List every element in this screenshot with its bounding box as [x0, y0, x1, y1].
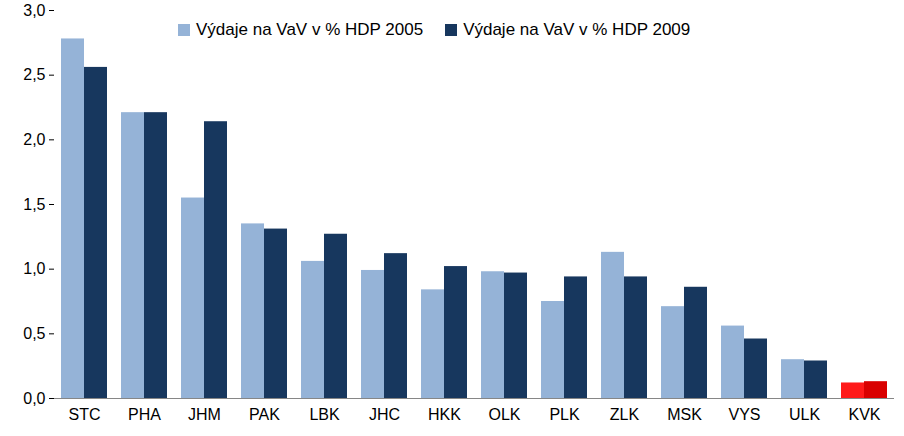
svg-text:STC: STC	[69, 406, 101, 423]
svg-text:VYS: VYS	[728, 406, 760, 423]
svg-text:ULK: ULK	[789, 406, 820, 423]
svg-text:0,5: 0,5	[23, 325, 45, 342]
svg-text:MSK: MSK	[667, 406, 702, 423]
svg-text:PLK: PLK	[549, 406, 580, 423]
svg-text:KVK: KVK	[848, 406, 880, 423]
svg-text:3,0: 3,0	[23, 2, 45, 19]
html-text:Výdaje na VaV v % HDP 2009: Výdaje na VaV v % HDP 2009	[463, 20, 691, 39]
svg-text:ZLK: ZLK	[610, 406, 640, 423]
svg-text:1,5: 1,5	[23, 196, 45, 213]
svg-text:HKK: HKK	[428, 406, 461, 423]
svg-text:2,5: 2,5	[23, 66, 45, 83]
svg-text:PHA: PHA	[128, 406, 161, 423]
svg-text:2,0: 2,0	[23, 131, 45, 148]
svg-text:1,0: 1,0	[23, 260, 45, 277]
svg-text:PAK: PAK	[249, 406, 280, 423]
html-text:Výdaje na VaV v % HDP 2005: Výdaje na VaV v % HDP 2005	[196, 20, 424, 39]
svg-text:JHM: JHM	[188, 406, 221, 423]
svg-text:0,0: 0,0	[23, 390, 45, 407]
svg-text:JHC: JHC	[369, 406, 400, 423]
svg-text:OLK: OLK	[488, 406, 520, 423]
svg-text:LBK: LBK	[309, 406, 340, 423]
